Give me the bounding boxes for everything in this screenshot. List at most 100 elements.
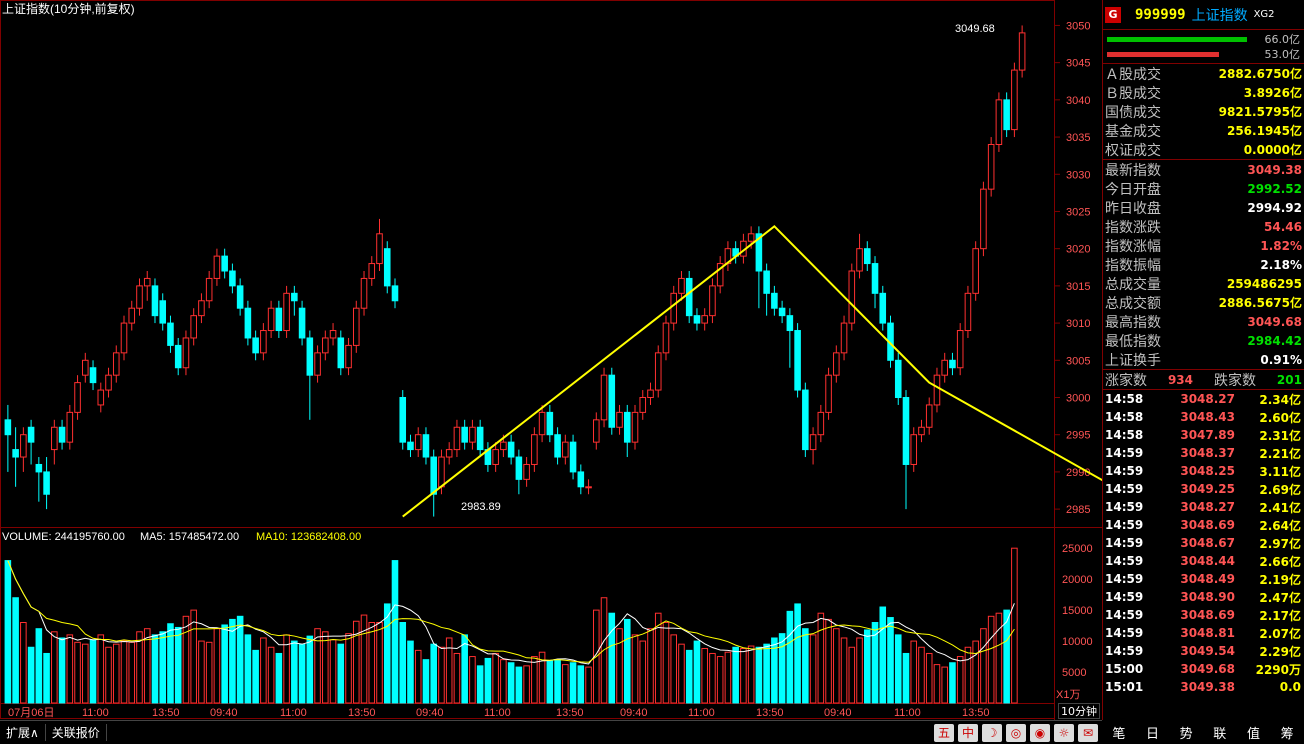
candle-body: [275, 307, 283, 332]
candle-body: [182, 337, 190, 369]
chart-area[interactable]: 3050 3045 3040 3035 3030 3025 3020 3015 3010 3005…: [0, 0, 1102, 720]
tick-row: 14:59 3048.67 2.97亿: [1103, 534, 1304, 552]
candle-body: [159, 300, 167, 324]
volume-bar: [360, 614, 368, 704]
tick-time: 14:59: [1105, 536, 1144, 550]
volume-bar: [453, 652, 461, 704]
right-tab[interactable]: 笔: [1112, 726, 1126, 742]
y-tick-label: 3045: [1066, 58, 1090, 70]
candle-body: [894, 359, 902, 399]
volume-bar: [569, 662, 577, 704]
volume-bar: [136, 631, 143, 704]
tick-row: 14:58 3048.27 2.34亿: [1103, 390, 1304, 408]
candle-body: [964, 292, 972, 332]
candle-body: [809, 434, 817, 451]
candle-body: [128, 307, 136, 324]
group-badge[interactable]: G: [1105, 6, 1121, 23]
right-tab[interactable]: 值: [1246, 726, 1260, 742]
y-tick-label: 3030: [1066, 169, 1090, 181]
y-tick-label: 3035: [1066, 132, 1090, 144]
quote-row: 总成交额 2886.5675亿: [1103, 293, 1304, 312]
quote-row-value: 2886.5675亿: [1218, 296, 1302, 310]
candle-body: [600, 374, 608, 421]
candle-body: [654, 352, 662, 391]
tick-amount: 2.21亿: [1259, 446, 1301, 461]
volume-bar: [430, 643, 437, 704]
y-tick-label: 3040: [1066, 95, 1090, 107]
candle-body: [902, 397, 910, 465]
volume-bar: [987, 615, 995, 704]
candle-body: [1011, 69, 1018, 131]
volume-bar: [298, 643, 306, 704]
volume-bar: [383, 603, 391, 704]
quote-row: 指数涨跌 54.46: [1103, 217, 1304, 236]
related-quotes-tab[interactable]: 关联报价: [46, 724, 107, 741]
volume-bar: [112, 643, 120, 704]
candle-body: [585, 486, 592, 489]
tick-list[interactable]: 14:58 3048.27 2.34亿 14:58 3048.43 2.60亿 14:58 3…: [1103, 390, 1304, 696]
candle-body: [329, 330, 337, 339]
candle-body: [995, 99, 1003, 146]
quote-row-value: 1.82%: [1260, 238, 1302, 253]
volume-bar: [174, 626, 182, 704]
toolbar-icon[interactable]: 五: [934, 723, 954, 742]
volume-bar: [639, 640, 647, 704]
tick-price: 3048.67: [1180, 536, 1235, 550]
buy-sell-bars: 66.0亿 53.0亿: [1103, 30, 1304, 64]
sell-bar: [1107, 52, 1219, 57]
tick-time: 14:58: [1105, 410, 1144, 424]
volume-bar: [840, 637, 848, 704]
expand-button[interactable]: 扩展∧: [0, 724, 46, 741]
tick-price: 3048.49: [1180, 572, 1235, 586]
volume-bar: [422, 659, 430, 704]
toolbar-icon[interactable]: ☽: [982, 723, 1002, 742]
toolbar-icon[interactable]: ☼: [1054, 723, 1074, 742]
volume-bar: [623, 618, 631, 704]
candle-body: [352, 307, 360, 346]
candle-body: [298, 307, 306, 339]
right-tab[interactable]: 联: [1213, 726, 1227, 742]
candle-body: [391, 285, 399, 302]
toolbar-icon[interactable]: ◉: [1030, 723, 1050, 742]
index-stats-section: 最新指数 3049.38 今日开盘 2992.52 昨日收盘 2994.92 指数涨跌 54.…: [1103, 160, 1304, 370]
volume-bar: [740, 648, 747, 704]
quote-row: 总成交量 259486295: [1103, 274, 1304, 293]
right-tab[interactable]: 势: [1179, 726, 1193, 742]
quote-header: G 999999 上证指数 XG2: [1103, 0, 1304, 30]
toolbar-icon[interactable]: ✉: [1078, 723, 1098, 742]
period-button[interactable]: 10分钟: [1058, 703, 1100, 719]
tick-row: 14:59 3048.44 2.66亿: [1103, 552, 1304, 570]
volume-tick-label: 20000: [1062, 574, 1093, 586]
x-tick-label: 13:50: [152, 707, 180, 719]
ma5-label: MA5: 157485472.00: [140, 531, 239, 543]
volume-bar: [97, 634, 105, 704]
volume-bar: [763, 643, 770, 704]
quote-panel: G 999999 上证指数 XG2 66.0亿 53.0亿 Ａ股成交 2882.6…: [1102, 0, 1304, 720]
quote-row: 基金成交 256.1945亿: [1103, 121, 1304, 140]
volume-bar: [724, 651, 732, 704]
volume-bar: [66, 634, 74, 704]
volume-bar: [956, 656, 964, 704]
tick-amount: 2.97亿: [1259, 536, 1301, 551]
right-tab[interactable]: 筹: [1280, 726, 1294, 742]
volume-bar: [82, 643, 89, 704]
tick-time: 14:59: [1105, 590, 1144, 604]
tick-amount: 2.66亿: [1259, 554, 1301, 569]
tick-time: 14:59: [1105, 482, 1144, 496]
candle-body: [190, 315, 197, 339]
volume-bar: [910, 640, 918, 704]
candle-body: [430, 456, 437, 495]
y-tick-label: 2985: [1066, 504, 1090, 516]
quote-row: 今日开盘 2992.52: [1103, 179, 1304, 198]
volume-bar: [1011, 547, 1018, 704]
toolbar-icon[interactable]: ◎: [1006, 723, 1026, 742]
candle-body: [538, 411, 546, 436]
x-tick-label: 09:40: [620, 707, 648, 719]
candle-body: [360, 277, 368, 309]
toolbar-icon[interactable]: 中: [958, 723, 978, 742]
chart-title: 上证指数(10分钟,前复权): [2, 1, 135, 16]
volume-bar: [58, 637, 66, 704]
right-tab[interactable]: 日: [1145, 726, 1159, 742]
x-tick-label: 11:00: [82, 707, 109, 719]
candle-body: [322, 337, 329, 354]
